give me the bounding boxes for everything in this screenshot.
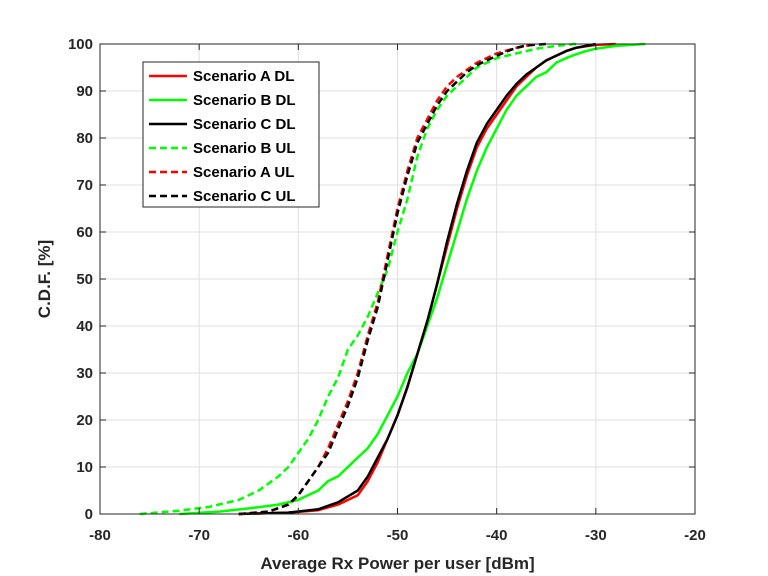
series-line-scenario-c-ul xyxy=(238,42,547,516)
y-tick-label: 80 xyxy=(76,130,93,147)
y-tick-label: 60 xyxy=(76,224,93,241)
legend-label-scenario-c-dl: Scenario C DL xyxy=(193,116,296,133)
y-axis-label: C.D.F. [%] xyxy=(35,240,54,318)
x-tick-label: -40 xyxy=(486,527,508,544)
legend-box xyxy=(142,61,320,208)
y-tick-label: 10 xyxy=(76,459,93,476)
legend: Scenario A DL Scenario B DL Scenario C DL S… xyxy=(142,61,320,208)
y-tick-label: 50 xyxy=(76,271,93,288)
x-tick-label: -80 xyxy=(89,527,111,544)
y-tick-label: 70 xyxy=(76,177,93,194)
series-line-scenario-b-dl xyxy=(179,42,646,516)
y-tick-label: 20 xyxy=(76,412,93,429)
legend-label-scenario-a-dl: Scenario A DL xyxy=(193,68,294,85)
y-tick-label: 100 xyxy=(68,36,93,53)
axis-ticks xyxy=(99,43,696,515)
legend-label-scenario-a-ul: Scenario A UL xyxy=(193,164,294,181)
y-tick-label: 30 xyxy=(76,365,93,382)
y-tick-label: 0 xyxy=(85,506,93,523)
series-lines xyxy=(139,42,646,516)
y-tick-label: 90 xyxy=(76,83,93,100)
tick-labels: -80 -70 -60 -50 -40 -30 -20 0 10 20 30 40 50 60 70 80 90… xyxy=(68,36,706,544)
legend-label-scenario-b-dl: Scenario B DL xyxy=(193,92,296,109)
series-line-scenario-b-ul xyxy=(139,42,577,516)
x-tick-label: -20 xyxy=(684,527,706,544)
x-tick-label: -30 xyxy=(585,527,607,544)
x-axis-label: Average Rx Power per user [dBm] xyxy=(260,554,534,573)
y-tick-label: 40 xyxy=(76,318,93,335)
x-tick-label: -50 xyxy=(387,527,409,544)
legend-label-scenario-b-ul: Scenario B UL xyxy=(193,140,296,157)
legend-label-scenario-c-ul: Scenario C UL xyxy=(193,188,296,205)
x-tick-label: -60 xyxy=(287,527,309,544)
series-line-scenario-c-dl xyxy=(238,42,597,516)
x-tick-label: -70 xyxy=(188,527,210,544)
